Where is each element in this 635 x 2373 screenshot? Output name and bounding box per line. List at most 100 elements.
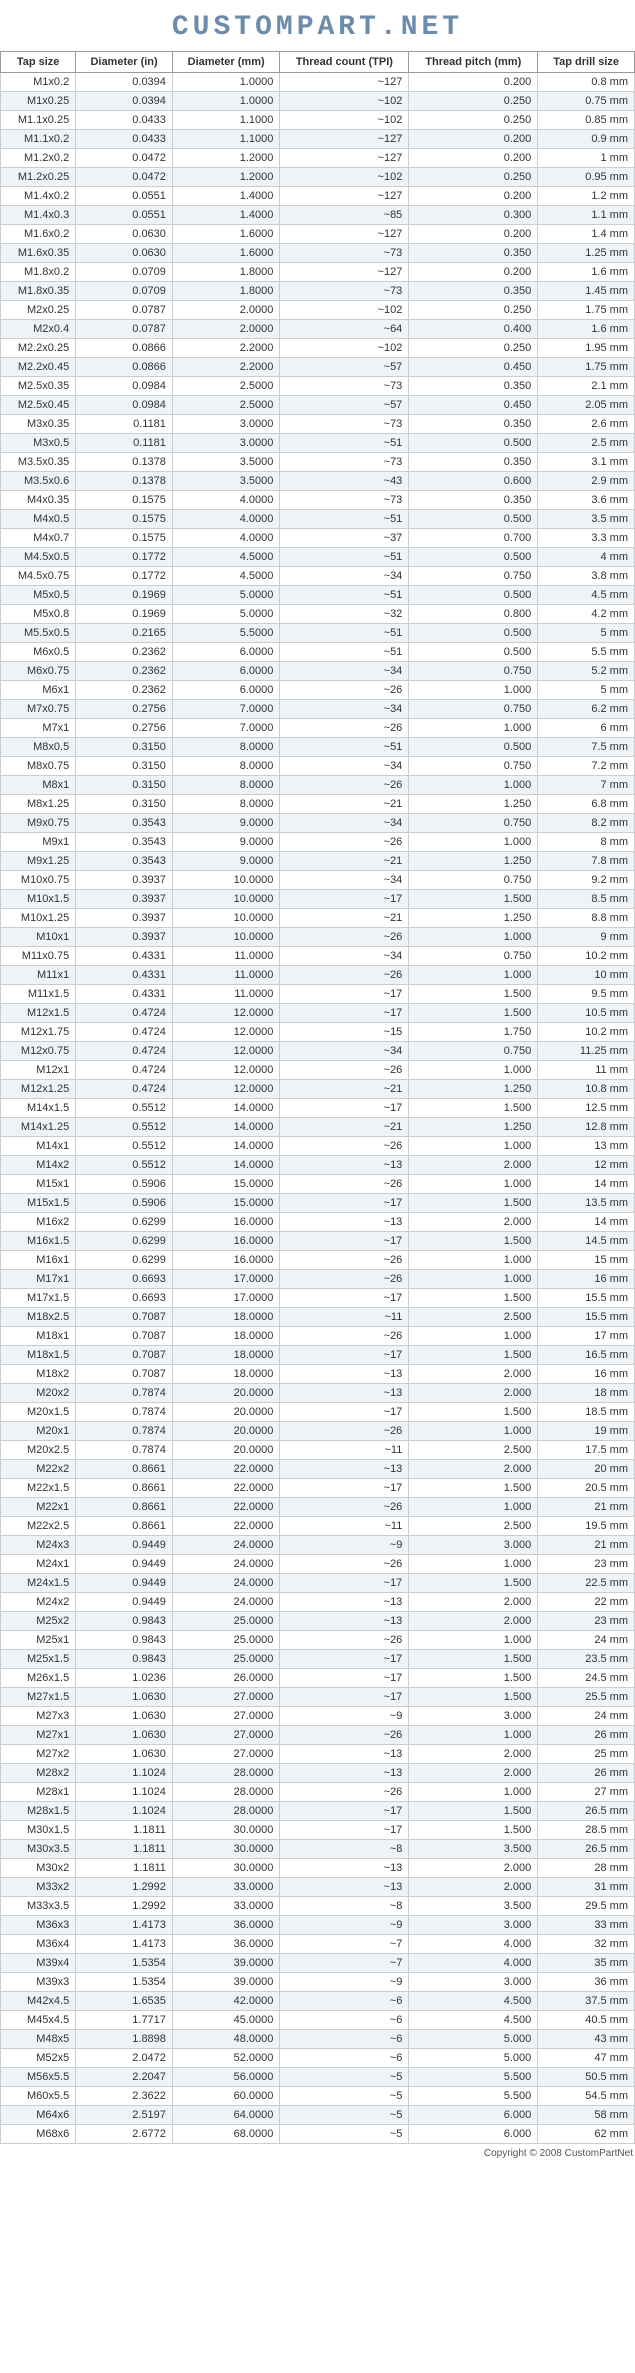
- table-cell: 1.75 mm: [538, 301, 635, 320]
- table-cell: 26.5 mm: [538, 1840, 635, 1859]
- table-cell: 30.0000: [172, 1821, 279, 1840]
- table-cell: 7.5 mm: [538, 738, 635, 757]
- table-cell: M25x1: [1, 1631, 76, 1650]
- table-cell: 0.9843: [76, 1612, 173, 1631]
- table-row: M1.4x0.30.05511.4000~850.3001.1 mm: [1, 206, 635, 225]
- table-cell: 0.350: [409, 282, 538, 301]
- table-cell: 0.7874: [76, 1441, 173, 1460]
- table-cell: 5 mm: [538, 681, 635, 700]
- table-row: M1.2x0.20.04721.2000~1270.2001 mm: [1, 149, 635, 168]
- table-cell: ~17: [280, 1821, 409, 1840]
- table-cell: 1.45 mm: [538, 282, 635, 301]
- table-row: M28x21.102428.0000~132.00026 mm: [1, 1764, 635, 1783]
- table-cell: ~11: [280, 1441, 409, 1460]
- table-cell: 50.5 mm: [538, 2068, 635, 2087]
- table-row: M27x21.063027.0000~132.00025 mm: [1, 1745, 635, 1764]
- table-cell: 54.5 mm: [538, 2087, 635, 2106]
- table-cell: M52x5: [1, 2049, 76, 2068]
- table-cell: 8.0000: [172, 738, 279, 757]
- table-cell: M33x2: [1, 1878, 76, 1897]
- table-cell: 5.500: [409, 2068, 538, 2087]
- table-cell: 0.500: [409, 643, 538, 662]
- table-cell: ~17: [280, 1099, 409, 1118]
- table-cell: M5x0.8: [1, 605, 76, 624]
- table-cell: ~17: [280, 985, 409, 1004]
- table-cell: 1.250: [409, 852, 538, 871]
- table-cell: 20.0000: [172, 1384, 279, 1403]
- table-cell: 0.250: [409, 92, 538, 111]
- table-cell: 0.200: [409, 73, 538, 92]
- table-cell: 1.250: [409, 795, 538, 814]
- table-cell: M1.2x0.2: [1, 149, 76, 168]
- table-cell: M60x5.5: [1, 2087, 76, 2106]
- table-cell: 6 mm: [538, 719, 635, 738]
- table-row: M18x20.708718.0000~132.00016 mm: [1, 1365, 635, 1384]
- table-cell: 6.000: [409, 2106, 538, 2125]
- table-cell: 4.500: [409, 1992, 538, 2011]
- table-cell: 20 mm: [538, 1460, 635, 1479]
- table-cell: ~43: [280, 472, 409, 491]
- table-cell: 0.8661: [76, 1460, 173, 1479]
- table-row: M14x10.551214.0000~261.00013 mm: [1, 1137, 635, 1156]
- table-row: M36x31.417336.0000~93.00033 mm: [1, 1916, 635, 1935]
- table-cell: 0.1378: [76, 472, 173, 491]
- table-cell: 25.0000: [172, 1612, 279, 1631]
- table-cell: 10.0000: [172, 890, 279, 909]
- table-row: M14x20.551214.0000~132.00012 mm: [1, 1156, 635, 1175]
- table-cell: 27.0000: [172, 1688, 279, 1707]
- table-cell: 0.4724: [76, 1023, 173, 1042]
- table-cell: 0.3937: [76, 928, 173, 947]
- table-cell: 18.0000: [172, 1346, 279, 1365]
- table-cell: 5.000: [409, 2030, 538, 2049]
- table-cell: 0.9449: [76, 1555, 173, 1574]
- table-cell: M1.4x0.3: [1, 206, 76, 225]
- table-row: M3x0.350.11813.0000~730.3502.6 mm: [1, 415, 635, 434]
- table-cell: M4.5x0.75: [1, 567, 76, 586]
- table-cell: M16x1.5: [1, 1232, 76, 1251]
- table-cell: M45x4.5: [1, 2011, 76, 2030]
- table-cell: M1x0.2: [1, 73, 76, 92]
- table-row: M1.1x0.20.04331.1000~1270.2000.9 mm: [1, 130, 635, 149]
- table-cell: 2.2000: [172, 339, 279, 358]
- table-cell: 15 mm: [538, 1251, 635, 1270]
- table-cell: 25.0000: [172, 1631, 279, 1650]
- table-cell: 20.5 mm: [538, 1479, 635, 1498]
- table-cell: 1.2000: [172, 168, 279, 187]
- table-row: M7x0.750.27567.0000~340.7506.2 mm: [1, 700, 635, 719]
- table-cell: M15x1: [1, 1175, 76, 1194]
- table-cell: 0.6299: [76, 1232, 173, 1251]
- table-cell: M48x5: [1, 2030, 76, 2049]
- table-cell: 48.0000: [172, 2030, 279, 2049]
- table-cell: ~9: [280, 1707, 409, 1726]
- table-cell: M2.5x0.45: [1, 396, 76, 415]
- table-cell: ~21: [280, 1080, 409, 1099]
- table-cell: 1.6 mm: [538, 320, 635, 339]
- footer-copyright: Copyright © 2008 CustomPartNet: [0, 2144, 635, 2169]
- table-cell: M24x3: [1, 1536, 76, 1555]
- table-cell: M5x0.5: [1, 586, 76, 605]
- table-cell: ~7: [280, 1935, 409, 1954]
- site-logo: CUSTOMPART.NET: [0, 0, 635, 51]
- table-cell: M18x1: [1, 1327, 76, 1346]
- table-cell: 5 mm: [538, 624, 635, 643]
- table-cell: 1.500: [409, 1574, 538, 1593]
- table-cell: 1.7717: [76, 2011, 173, 2030]
- table-row: M60x5.52.362260.0000~55.50054.5 mm: [1, 2087, 635, 2106]
- table-cell: 1.500: [409, 1099, 538, 1118]
- table-cell: ~51: [280, 643, 409, 662]
- table-cell: 21 mm: [538, 1498, 635, 1517]
- table-cell: 31 mm: [538, 1878, 635, 1897]
- table-cell: 3.000: [409, 1916, 538, 1935]
- table-cell: 0.7874: [76, 1384, 173, 1403]
- table-cell: 56.0000: [172, 2068, 279, 2087]
- table-cell: 6.2 mm: [538, 700, 635, 719]
- table-cell: 60.0000: [172, 2087, 279, 2106]
- table-cell: 1.1024: [76, 1802, 173, 1821]
- table-cell: 14.0000: [172, 1156, 279, 1175]
- table-cell: ~6: [280, 2030, 409, 2049]
- table-cell: 20.0000: [172, 1441, 279, 1460]
- table-cell: M20x2.5: [1, 1441, 76, 1460]
- table-cell: 15.5 mm: [538, 1289, 635, 1308]
- table-cell: M33x3.5: [1, 1897, 76, 1916]
- table-cell: 0.0472: [76, 168, 173, 187]
